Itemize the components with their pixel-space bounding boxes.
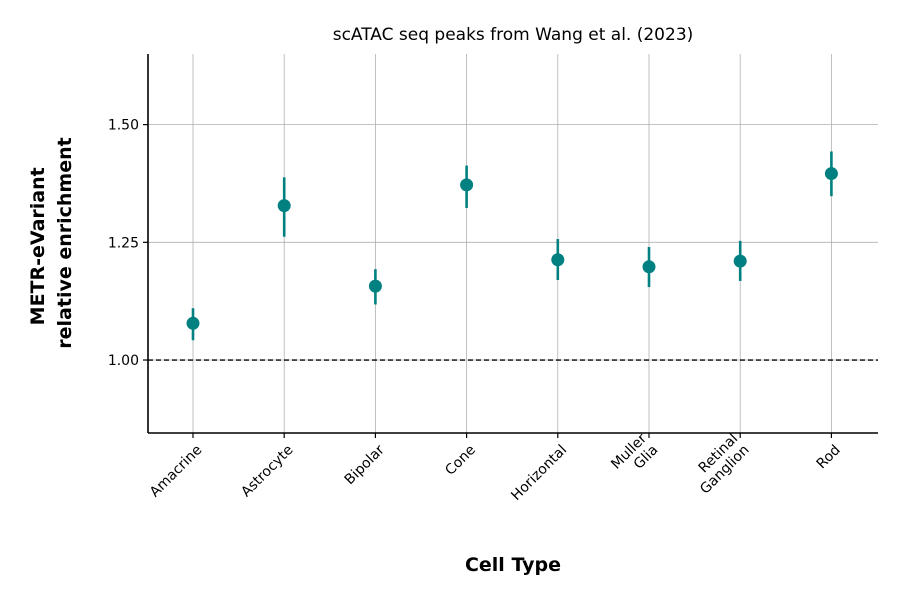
data-point	[642, 260, 656, 274]
y-axis-label-line-1: METR-eVariant	[27, 167, 49, 325]
data-point	[186, 316, 200, 330]
x-tick-label-line: Bipolar	[342, 442, 388, 488]
x-tick-label-line: Astrocyte	[238, 442, 296, 500]
data-point	[460, 178, 474, 192]
y-ticks: 1.00 1.25 1.50	[108, 118, 148, 369]
data-point	[824, 167, 838, 181]
data-point	[277, 199, 291, 213]
chart-title: scATAC seq peaks from Wang et al. (2023)	[333, 25, 694, 45]
x-tick-label-line: Rod	[814, 442, 844, 472]
x-tick-label: MullerGlia	[608, 431, 661, 484]
y-tick-label: 1.50	[108, 118, 139, 134]
y-axis-label-line-2: relative enrichment	[54, 137, 76, 348]
x-tick-label: Bipolar	[342, 442, 388, 488]
grid	[148, 54, 878, 433]
x-axis-label: Cell Type	[465, 554, 561, 576]
x-tick-label: Horizontal	[508, 442, 570, 504]
y-tick-label: 1.00	[108, 353, 139, 369]
x-tick-label: Amacrine	[147, 442, 205, 500]
x-tick-label-line: Cone	[442, 442, 479, 479]
x-ticks: Amacrine Astrocyte Bipolar Cone Horizontal Mu…	[147, 431, 844, 504]
y-tick-label: 1.25	[108, 235, 139, 251]
data-point	[733, 254, 747, 268]
data-point	[551, 253, 565, 267]
y-axis-label: METR-eVariant relative enrichment	[27, 137, 76, 348]
x-tick-label: Rod	[814, 442, 844, 472]
data-points	[186, 151, 838, 341]
data-point	[368, 279, 382, 293]
x-tick-label: Astrocyte	[238, 442, 296, 500]
x-tick-label-line: Horizontal	[508, 442, 570, 504]
x-tick-label: RetinalGanglion	[686, 431, 753, 498]
x-tick-label-line: Amacrine	[147, 442, 205, 500]
x-tick-label: Cone	[442, 442, 479, 479]
